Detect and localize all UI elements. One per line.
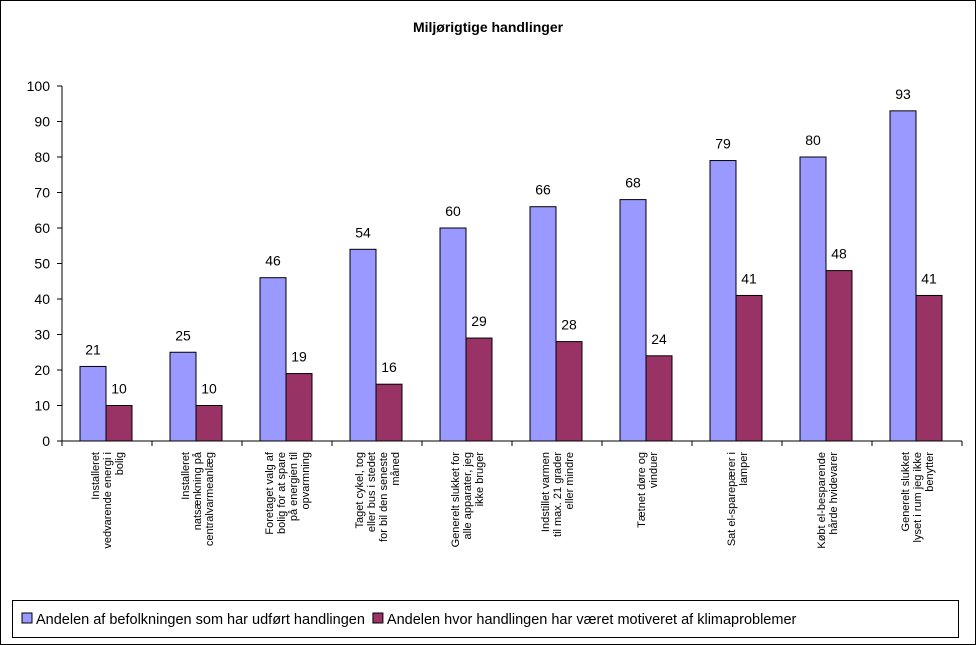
bar [555,341,583,442]
bar [285,373,313,442]
bar [259,277,287,442]
x-tick-label: Taget cykel, togeller bus i stedetfor bi… [354,452,402,542]
bar [169,351,197,442]
bar [529,206,557,442]
y-tick-label: 60 [34,220,50,236]
y-tick-label: 40 [34,291,50,307]
bar [915,294,943,442]
data-label: 21 [85,341,101,357]
bar [799,156,827,442]
bar [619,199,647,442]
data-label: 80 [805,132,821,148]
data-label: 16 [381,359,397,375]
bar [105,405,133,442]
bar [349,248,377,442]
data-label: 66 [535,182,551,198]
legend-box [12,600,959,638]
x-tick-label: Foretaget valg afbolig for at sparepå en… [264,451,312,534]
bar [439,227,467,442]
data-label: 10 [111,381,127,397]
data-label: 93 [895,86,911,102]
data-label: 24 [651,331,667,347]
y-tick-label: 90 [34,114,50,130]
x-tick-label: Generelt slukket foralle apparater, jegi… [450,452,486,548]
data-label: 54 [355,224,371,240]
x-tick-label: Købt el-besparendehårde hvidevarer [816,452,840,549]
chart-title: Miljørigtige handlinger [413,19,564,35]
bar [889,110,917,442]
y-tick-label: 70 [34,185,50,201]
legend-swatch [372,612,384,624]
y-tick-label: 100 [27,78,51,94]
x-tick-label: Indstillet varmentil max. 21 gradereller… [540,452,576,537]
bar [735,294,763,442]
data-label: 68 [625,175,641,191]
bar [195,405,223,442]
legend-label: Andelen hvor handlingen har været motive… [387,612,797,628]
data-label: 25 [175,327,191,343]
bar [465,337,493,442]
legend-label: Andelen af befolkningen som har udført h… [36,612,365,628]
y-tick-label: 10 [34,398,50,414]
bar [79,365,107,442]
y-tick-label: 80 [34,149,50,165]
data-label: 10 [201,381,217,397]
bar [825,270,853,442]
x-tick-label: Sat el-sparepærer ilamper [726,452,750,546]
data-label: 79 [715,136,731,152]
y-tick-label: 50 [34,256,50,272]
x-tick-label: Tætnet døre ogvinduer [636,452,660,528]
data-label: 19 [291,349,307,365]
data-label: 48 [831,246,847,262]
data-label: 41 [921,270,937,286]
bar [709,160,737,442]
x-tick-label: Installeretnatsænkning påcentralvarmeanl… [180,451,216,546]
legend-swatch [21,612,33,624]
y-tick-label: 20 [34,362,50,378]
x-tick-label: Installeretvedvarende energi ibolig [90,452,126,549]
data-label: 60 [445,203,461,219]
y-tick-label: 30 [34,327,50,343]
data-label: 28 [561,317,577,333]
data-label: 29 [471,313,487,329]
x-tick-label: Generelt slukketlyset i rum jeg ikkebeny… [900,452,936,543]
bar [375,383,403,442]
data-label: 46 [265,253,281,269]
y-tick-label: 0 [42,433,50,449]
bar [645,355,673,442]
data-label: 41 [741,270,757,286]
